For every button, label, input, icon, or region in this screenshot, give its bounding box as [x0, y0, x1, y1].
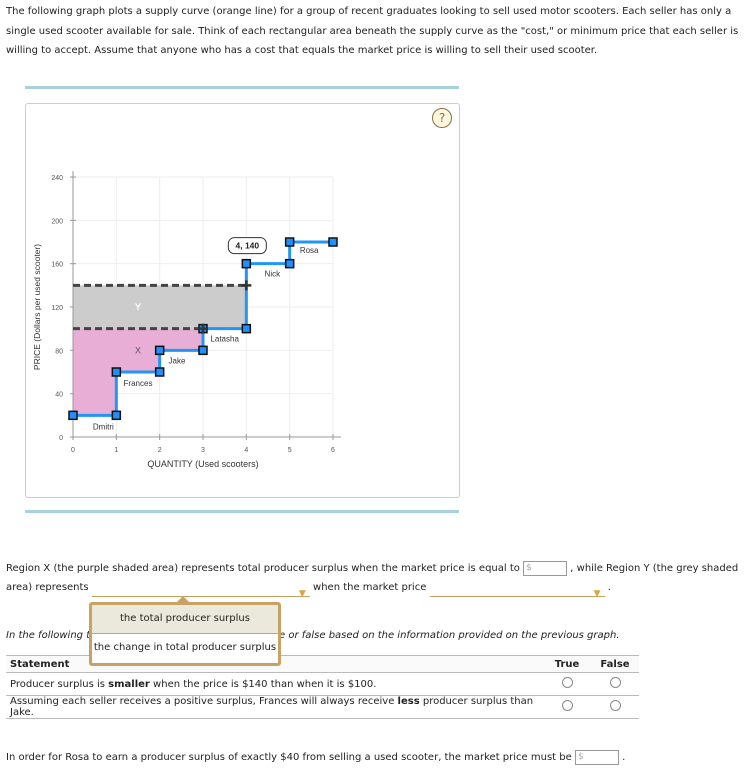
q2-intro-left: In the following t — [6, 630, 91, 641]
x-tick-label: 0 — [71, 447, 75, 454]
option-total-producer-surplus[interactable]: the total producer surplus — [92, 605, 278, 634]
q3-text: In order for Rosa to earn a producer sur… — [6, 752, 572, 763]
x-tick-label: 3 — [201, 447, 205, 454]
supply-point — [284, 258, 295, 269]
true-radio[interactable] — [561, 677, 573, 688]
q3-end: . — [622, 752, 626, 763]
seller-label: Nick — [265, 270, 282, 279]
x-tick-label: 6 — [331, 447, 335, 454]
q2-intro-right: e or false based on the information prov… — [279, 630, 620, 641]
intro-text: The following graph plots a supply curve… — [6, 6, 739, 56]
q1-text-5: . — [607, 582, 611, 593]
dropdown-menu: the total producer surplus the change in… — [89, 602, 281, 666]
region-y — [73, 285, 247, 329]
supply-chart: 0 40 80 120 160 200 240 0 1 2 3 4 5 6 Y X QUANTITY (Used… — [32, 171, 341, 469]
y-axis-label: PRICE (Dollars per used scooter) — [32, 244, 42, 370]
graph-panel — [25, 103, 460, 498]
x-axis-label: QUANTITY (Used scooters) — [147, 459, 258, 469]
x-tick-label: 1 — [114, 447, 118, 454]
supply-point — [284, 237, 295, 247]
y-tick-label: 120 — [51, 305, 63, 312]
region-x-label: X — [135, 345, 141, 355]
x-tick-label: 2 — [158, 447, 162, 454]
point-tooltip — [227, 237, 267, 255]
supply-point — [154, 345, 165, 356]
option-change-producer-surplus[interactable]: the change in total producer surplus — [93, 642, 277, 653]
q1-text-2: , while Region Y (the grey shaded — [570, 563, 739, 574]
table-row: Assuming each seller receives a positive… — [6, 695, 639, 719]
supply-point — [241, 323, 252, 334]
y-tick-label: 240 — [51, 175, 63, 182]
y-tick-label: 160 — [51, 262, 63, 269]
x-tick-label: 5 — [288, 447, 292, 454]
seller-label: Jake — [169, 356, 186, 365]
plus-marker-icon — [198, 323, 208, 334]
dropdown-arrow-icon: ▼ — [593, 589, 601, 599]
supply-point — [241, 258, 252, 269]
region-y-label: Y — [135, 302, 141, 312]
false-radio[interactable] — [609, 677, 621, 688]
y-tick-label: 0 — [59, 435, 63, 442]
q1-text-4: when the market price — [313, 582, 427, 593]
seller-label: Rosa — [300, 246, 319, 255]
y-tick-label: 40 — [55, 392, 63, 399]
market-price-dropdown[interactable]: ▼ — [429, 582, 605, 599]
rosa-price-input[interactable]: $ — [574, 749, 619, 765]
y-tick-label: 80 — [55, 348, 63, 355]
q1-text-3: area) represents — [6, 582, 89, 593]
region-y-dropdown[interactable]: ▼ — [91, 582, 310, 599]
table-row: Producer surplus is smaller when the pri… — [6, 672, 639, 696]
seller-label: Frances — [124, 379, 153, 388]
divider — [25, 86, 459, 89]
q1-text-1: Region X (the purple shaded area) repres… — [6, 563, 520, 574]
help-button[interactable]: ? — [432, 108, 452, 128]
supply-point — [111, 410, 122, 421]
tooltip-text: 4, 140 — [236, 241, 260, 251]
menu-pointer — [177, 596, 189, 602]
x-tick-label: 4 — [244, 447, 248, 454]
divider — [25, 510, 459, 513]
y-tick-label: 200 — [51, 218, 63, 225]
dropdown-arrow-icon: ▼ — [298, 589, 306, 599]
price-input[interactable]: $ — [523, 560, 568, 576]
supply-point — [68, 410, 78, 421]
supply-point — [328, 237, 338, 247]
seller-label: Dmitri — [93, 422, 114, 431]
seller-label: Latasha — [210, 335, 239, 344]
false-radio[interactable] — [609, 700, 621, 711]
true-radio[interactable] — [561, 700, 573, 711]
supply-point — [198, 345, 208, 356]
header-true: True — [543, 655, 591, 673]
supply-point — [111, 367, 122, 377]
supply-point — [154, 367, 165, 377]
header-false: False — [591, 655, 639, 673]
plus-marker-icon — [241, 280, 252, 291]
